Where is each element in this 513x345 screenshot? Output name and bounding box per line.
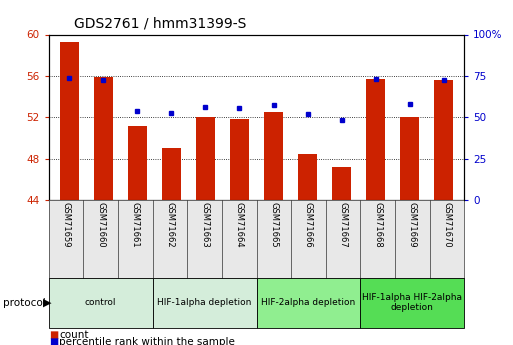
Bar [153,278,256,328]
Bar [401,117,419,200]
Text: GSM71663: GSM71663 [200,203,209,248]
Text: count: count [59,330,89,339]
Bar [49,278,153,328]
Text: percentile rank within the sample: percentile rank within the sample [59,337,235,345]
Bar [298,154,317,200]
Text: GSM71662: GSM71662 [165,203,174,248]
Text: HIF-1alpha depletion: HIF-1alpha depletion [157,298,252,307]
Bar [94,77,112,200]
Text: ■: ■ [49,330,58,339]
Text: GSM71668: GSM71668 [373,203,382,248]
Text: GSM71659: GSM71659 [62,203,71,248]
Text: HIF-2alpha depletion: HIF-2alpha depletion [261,298,356,307]
Bar [196,117,215,200]
Bar [162,148,181,200]
Text: ▶: ▶ [43,298,51,308]
Text: protocol: protocol [3,298,45,308]
Bar [230,119,249,200]
Bar [60,42,78,200]
Text: GSM71666: GSM71666 [304,203,313,248]
Text: GSM71665: GSM71665 [269,203,279,248]
Text: GDS2761 / hmm31399-S: GDS2761 / hmm31399-S [74,17,246,31]
Text: GSM71669: GSM71669 [408,203,417,248]
Text: GSM71670: GSM71670 [442,203,451,248]
Bar [360,278,464,328]
Text: GSM71661: GSM71661 [131,203,140,248]
Text: control: control [85,298,116,307]
Bar [435,80,453,200]
Bar [264,112,283,200]
Bar [256,278,360,328]
Bar [332,167,351,200]
Text: GSM71667: GSM71667 [339,203,348,248]
Text: GSM71664: GSM71664 [234,203,244,248]
Bar [366,79,385,200]
Bar [128,126,147,200]
Text: GSM71660: GSM71660 [96,203,105,248]
Text: HIF-1alpha HIF-2alpha
depletion: HIF-1alpha HIF-2alpha depletion [362,293,462,313]
Text: ■: ■ [49,337,58,345]
